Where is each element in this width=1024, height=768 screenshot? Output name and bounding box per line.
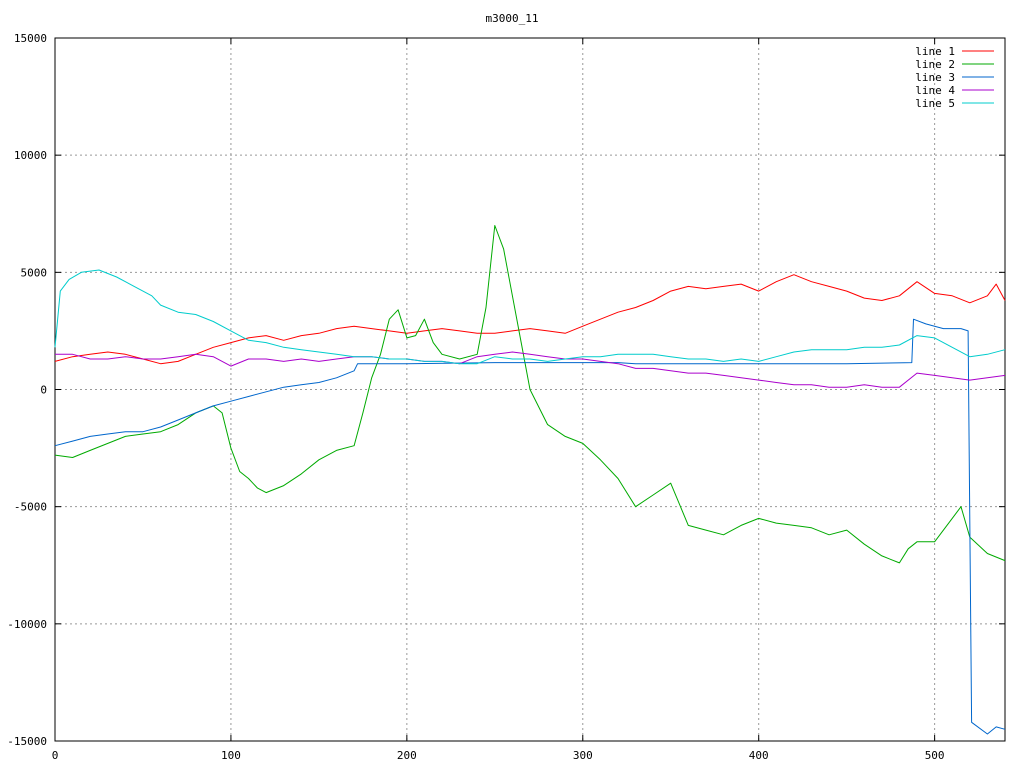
x-tick-label: 300 xyxy=(573,749,593,762)
x-tick-label: 0 xyxy=(52,749,59,762)
legend-label-4: line 4 xyxy=(915,84,955,97)
y-axis: -15000 -10000 -5000 0 5000 10000 15000 xyxy=(7,32,1005,748)
y-tick-label: 15000 xyxy=(14,32,47,45)
y-tick-label: -15000 xyxy=(7,735,47,748)
series-line-3 xyxy=(54,318,1006,735)
series-line-4 xyxy=(55,351,1006,388)
y-tick-label: -10000 xyxy=(7,618,47,631)
legend-label-2: line 2 xyxy=(915,58,955,71)
y-tick-label: 0 xyxy=(40,384,47,397)
series-line-5 xyxy=(54,269,1006,365)
y-tick-label: 5000 xyxy=(21,266,48,279)
x-tick-label: 400 xyxy=(749,749,769,762)
grid-lines xyxy=(55,38,1005,741)
y-tick-label: -5000 xyxy=(14,501,47,514)
legend-label-3: line 3 xyxy=(915,71,955,84)
legend-label-5: line 5 xyxy=(915,97,955,110)
legend-label-1: line 1 xyxy=(915,45,955,58)
series-line-2 xyxy=(54,225,1006,564)
y-tick-label: 10000 xyxy=(14,149,47,162)
series-group xyxy=(54,225,1006,735)
x-axis: 0 100 200 300 400 500 xyxy=(52,38,945,762)
x-tick-label: 100 xyxy=(221,749,241,762)
x-tick-label: 200 xyxy=(397,749,417,762)
x-tick-label: 500 xyxy=(925,749,945,762)
series-line-1 xyxy=(54,274,1006,365)
chart-title: m3000_11 xyxy=(486,12,539,25)
